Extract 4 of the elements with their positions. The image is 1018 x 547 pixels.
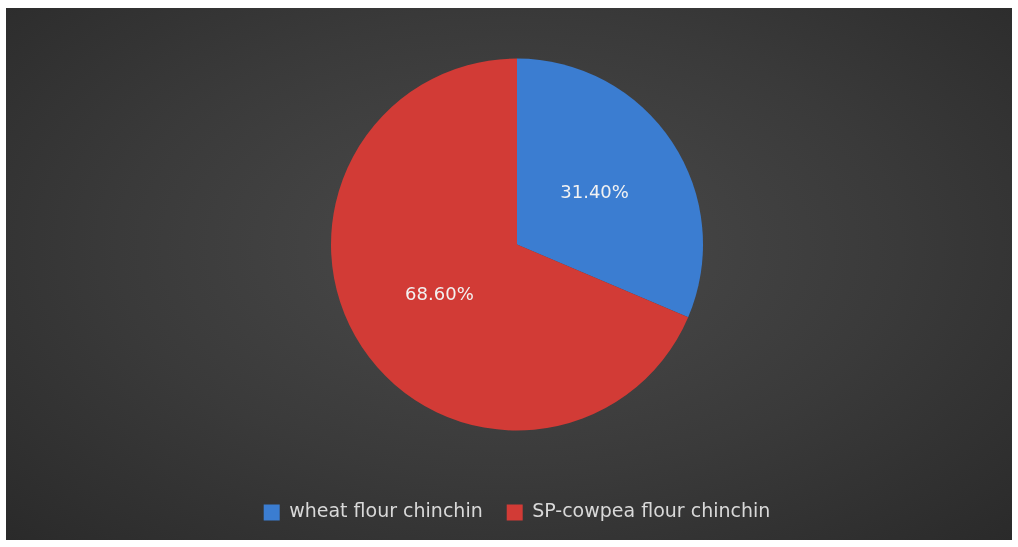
data-label: 31.40%	[560, 180, 629, 202]
data-label: 68.60%	[405, 283, 474, 305]
legend-label: wheat flour chinchin	[289, 499, 483, 522]
legend-label: SP-cowpea flour chinchin	[532, 499, 771, 522]
